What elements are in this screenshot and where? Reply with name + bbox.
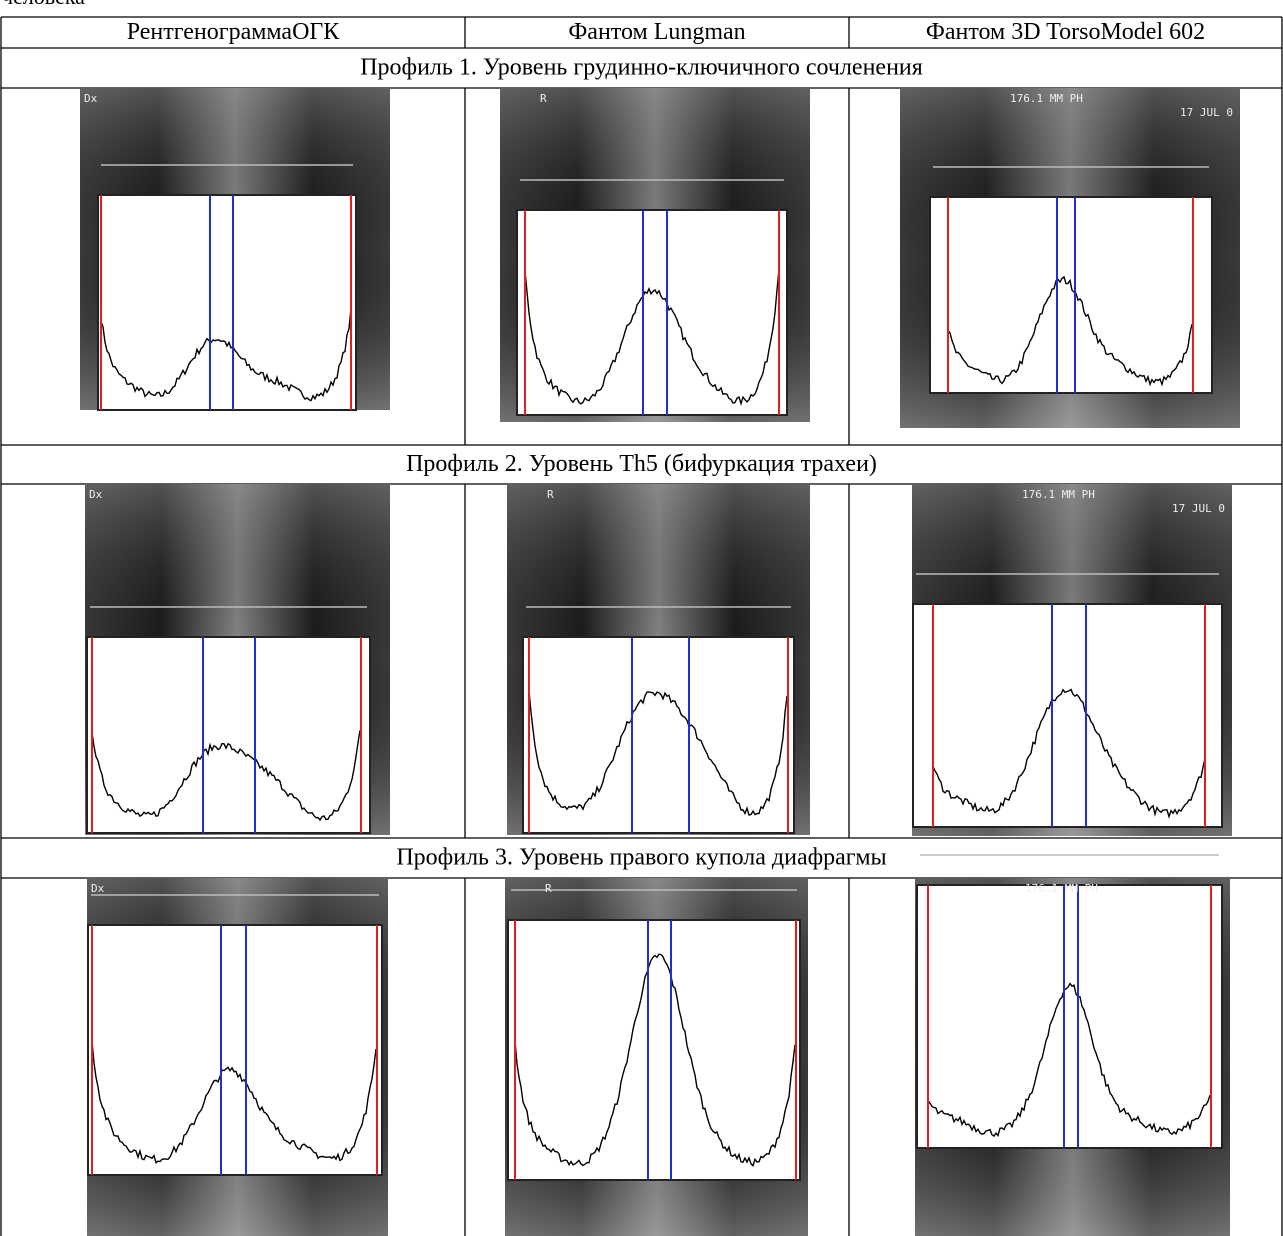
profile-curve (932, 688, 1206, 819)
plot-area (522, 636, 795, 834)
plot-area (86, 636, 371, 834)
image-overlay-text: 17 JUL 0 (1180, 106, 1233, 119)
table: РентгенограммаОГК Фантом Lungman Фантом 3D… (0, 16, 1283, 1236)
xray-image: R (507, 484, 810, 835)
xray-image: 176.1 MM PH 17 JUL 0 (912, 484, 1232, 836)
plot-area (516, 209, 788, 416)
xray-image: Dx (80, 88, 390, 411)
header-cell: Фантом Lungman (568, 19, 745, 45)
plot-area (929, 196, 1213, 394)
xray-image: 176.1 MM PH 17 JUL 0 (900, 88, 1240, 428)
plot-area (507, 919, 801, 1181)
plot-area (916, 884, 1223, 1149)
image-overlay-text: R (540, 92, 547, 105)
profile-curve (91, 730, 361, 822)
image-overlay-text: 176.1 MM PH (1022, 488, 1095, 501)
section-title: Профиль 2. Уровень Th5 (бифуркация трахе… (406, 451, 877, 477)
profile-curve (524, 269, 780, 406)
image-overlay-text: 176.1 MM PH (1025, 882, 1098, 895)
plot-area (912, 603, 1223, 828)
profile-curve (100, 308, 352, 402)
image-overlay-text: 176.1 MM PH (1010, 92, 1083, 105)
image-overlay-text: Dx (89, 488, 103, 501)
profile-curve (528, 690, 788, 816)
header-cell: РентгенограммаОГК (127, 19, 341, 45)
xray-image: Dx (85, 484, 390, 835)
image-overlay-text: R (545, 882, 552, 895)
profile-curve (947, 275, 1193, 387)
xray-image: 176.1 MM PH (915, 854, 1230, 1236)
image-overlay-text: 17 JUL 0 (1172, 502, 1225, 515)
xray-image: R (505, 878, 808, 1236)
plot-area (97, 194, 357, 411)
profile-curve (514, 953, 796, 1167)
xray-image: Dx (87, 878, 388, 1236)
profile-curve (91, 1041, 377, 1164)
image-overlay-text: Dx (84, 92, 98, 105)
image-overlay-text: Dx (91, 882, 105, 895)
profile-curve (927, 982, 1211, 1137)
section-title: Профиль 1. Уровень грудинно-ключичного с… (360, 55, 923, 81)
intro-fragment: человека (2, 0, 85, 9)
image-overlay-text: R (547, 488, 554, 501)
xray-image: R (500, 88, 810, 422)
plot-area (87, 924, 383, 1176)
header-cell: Фантом 3D TorsoModel 602 (926, 19, 1205, 45)
section-title: Профиль 3. Уровень правого купола диафра… (396, 845, 886, 871)
